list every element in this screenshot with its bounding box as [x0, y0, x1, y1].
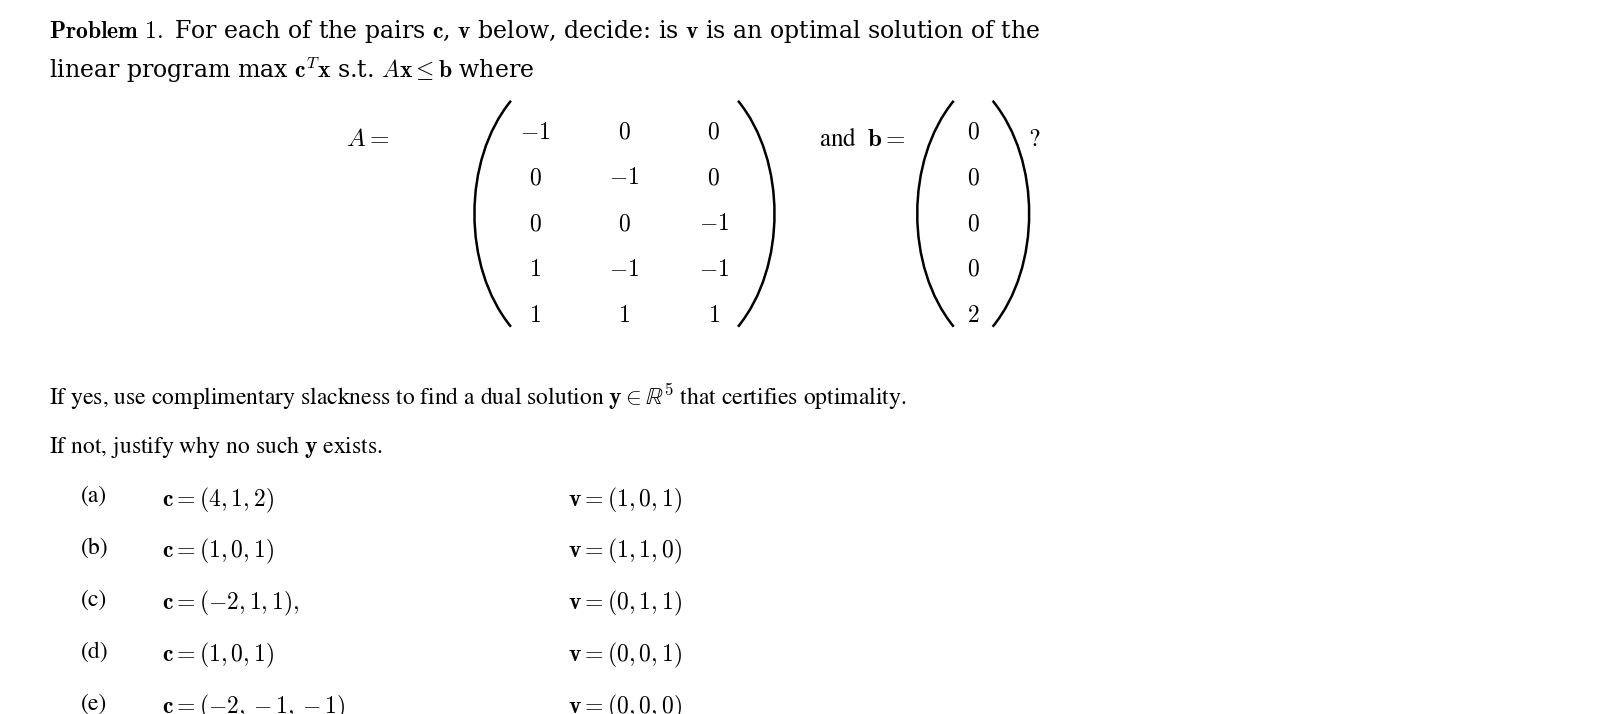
- Text: $2$: $2$: [967, 306, 980, 327]
- Text: $0$: $0$: [618, 122, 631, 144]
- Text: (c): (c): [81, 589, 107, 610]
- Text: (b): (b): [81, 538, 109, 559]
- Text: $0$: $0$: [967, 122, 980, 144]
- Text: $1$: $1$: [618, 306, 631, 327]
- Text: (a): (a): [81, 486, 107, 507]
- Text: $-1$: $-1$: [699, 213, 728, 235]
- Text: $\mathbf{v} = (0, 1, 1)$: $\mathbf{v} = (0, 1, 1)$: [568, 589, 681, 618]
- Text: If yes, use complimentary slackness to find a dual solution $\mathbf{y} \in \mat: If yes, use complimentary slackness to f…: [49, 382, 907, 412]
- Text: $1$: $1$: [529, 260, 542, 281]
- Text: (d): (d): [81, 641, 109, 663]
- Text: $\mathbf{c} = (-2, -1, -1)$: $\mathbf{c} = (-2, -1, -1)$: [162, 693, 345, 714]
- Text: $\mathbf{v} = (0, 0, 0)$: $\mathbf{v} = (0, 0, 0)$: [568, 693, 681, 714]
- Text: $\bf{Problem\ 1.}$ For each of the pairs $\bf{c}$, $\bf{v}$ below, decide: is $\: $\bf{Problem\ 1.}$ For each of the pairs…: [49, 19, 1040, 45]
- Text: $0$: $0$: [707, 122, 720, 144]
- Text: $0$: $0$: [707, 168, 720, 189]
- Text: $0$: $0$: [967, 213, 980, 235]
- Text: If not, justify why no such $\mathbf{y}$ exists.: If not, justify why no such $\mathbf{y}$…: [49, 433, 383, 460]
- Text: linear program max $\bf{c}$$^T$$\bf{x}$ s.t. $A\bf{x} \leq \bf{b}$ where: linear program max $\bf{c}$$^T$$\bf{x}$ …: [49, 55, 534, 85]
- Text: $0$: $0$: [529, 213, 542, 235]
- Text: $-1$: $-1$: [610, 168, 639, 189]
- Text: (e): (e): [81, 693, 107, 714]
- Text: $-1$: $-1$: [610, 260, 639, 281]
- Text: $\mathbf{v} = (1, 0, 1)$: $\mathbf{v} = (1, 0, 1)$: [568, 486, 681, 515]
- Text: $A=$: $A=$: [345, 129, 389, 152]
- Text: $1$: $1$: [707, 306, 720, 327]
- Text: $-1$: $-1$: [521, 122, 550, 144]
- Text: $\mathbf{c} = (1, 0, 1)$: $\mathbf{c} = (1, 0, 1)$: [162, 641, 274, 670]
- Text: $0$: $0$: [618, 213, 631, 235]
- Text: $\mathbf{c} = (-2, 1, 1),$: $\mathbf{c} = (-2, 1, 1),$: [162, 589, 300, 618]
- Text: $\mathbf{c} = (4, 1, 2)$: $\mathbf{c} = (4, 1, 2)$: [162, 486, 274, 515]
- Text: $0$: $0$: [967, 168, 980, 189]
- Text: $0$: $0$: [967, 260, 980, 281]
- Text: $0$: $0$: [529, 168, 542, 189]
- Text: ?: ?: [1028, 129, 1040, 152]
- Text: $-1$: $-1$: [699, 260, 728, 281]
- Text: and  $\bf{b}=$: and $\bf{b}=$: [819, 129, 907, 152]
- Text: $\mathbf{v} = (1, 1, 0)$: $\mathbf{v} = (1, 1, 0)$: [568, 538, 681, 566]
- Text: $1$: $1$: [529, 306, 542, 327]
- Text: $\mathbf{v} = (0, 0, 1)$: $\mathbf{v} = (0, 0, 1)$: [568, 641, 681, 670]
- Text: $\mathbf{c} = (1, 0, 1)$: $\mathbf{c} = (1, 0, 1)$: [162, 538, 274, 566]
